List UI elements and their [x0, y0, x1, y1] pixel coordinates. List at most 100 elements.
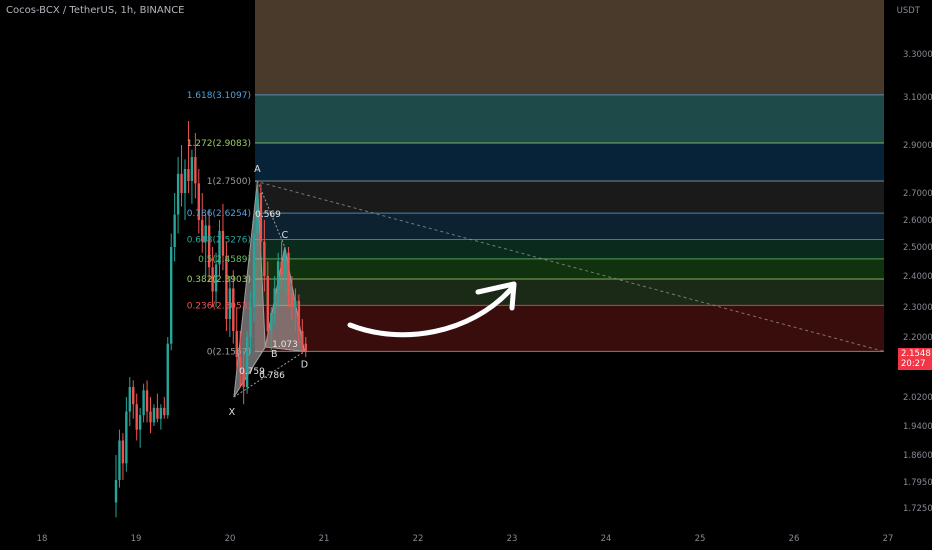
candle-body	[276, 261, 280, 289]
pattern-point-label: X	[229, 407, 236, 418]
candle-body	[163, 407, 166, 416]
candle-body	[294, 300, 297, 307]
fib-band	[255, 305, 884, 352]
countdown-timer: 20:27	[901, 359, 926, 369]
y-tick-label: 1.7250	[903, 504, 932, 514]
y-tick-label: 2.6000	[903, 216, 932, 226]
pattern-ratio-label: 0.786	[259, 371, 285, 381]
candle-body	[221, 230, 225, 256]
candle-body	[176, 173, 180, 215]
fib-level-label: 1.618(3.1097)	[187, 91, 251, 101]
y-tick-label: 2.7000	[903, 189, 932, 199]
candle-body	[190, 157, 194, 181]
candle-body	[297, 300, 301, 331]
candle-body	[170, 247, 173, 344]
y-tick-label: 1.9400	[903, 422, 932, 432]
candle-body	[239, 357, 242, 371]
symbol-title: Cocos-BCX / TetherUS, 1h, BINANCE	[6, 5, 185, 16]
candle-body	[256, 193, 259, 234]
candle-body	[166, 343, 169, 416]
fib-level-label: 1.272(2.9083)	[187, 139, 251, 149]
fib-level-label: 0.618(2.5276)	[187, 236, 251, 246]
y-tick-label: 2.5000	[903, 243, 932, 253]
candle-body	[128, 387, 131, 412]
candle-body	[194, 157, 197, 184]
currency-label: USDT	[896, 6, 920, 16]
candle-body	[173, 214, 176, 247]
candle-body	[114, 479, 118, 503]
pattern-point-label: B	[271, 349, 278, 360]
pattern-point-label: C	[282, 230, 289, 241]
candle-body	[259, 193, 263, 242]
y-tick-label: 3.3000	[903, 50, 932, 60]
fib-band	[255, 239, 884, 259]
candle-body	[283, 252, 287, 276]
pattern-ratio-label: 1.073	[272, 340, 298, 350]
pattern-ratio-line	[233, 351, 305, 398]
x-tick-label: 26	[789, 534, 800, 544]
fib-band	[255, 258, 884, 280]
candle-body	[138, 415, 142, 430]
fib-level-label: 0(2.1567)	[207, 347, 251, 357]
fib-band	[255, 279, 884, 306]
candle-body	[245, 337, 249, 387]
candle-body	[207, 225, 211, 268]
candle-body	[159, 407, 163, 419]
pattern-ratio-label: 0.569	[255, 210, 281, 220]
candle-body	[135, 404, 138, 430]
candle-body	[228, 288, 232, 319]
pattern-ratio-line	[265, 346, 305, 352]
y-tick-label: 1.8600	[903, 451, 932, 461]
candle-body	[142, 390, 145, 416]
candle-body	[235, 331, 238, 357]
candle-body	[118, 440, 121, 480]
fib-band	[255, 143, 884, 181]
candle-body	[121, 440, 125, 464]
candle-body	[125, 411, 128, 464]
last-price-badge: 2.1548 20:27	[898, 348, 932, 370]
y-tick-label: 2.3000	[903, 303, 932, 313]
candle-body	[242, 370, 245, 387]
y-tick-label: 1.7950	[903, 478, 932, 488]
candle-body	[249, 307, 252, 337]
candle-body	[287, 252, 290, 295]
candle-body	[232, 288, 235, 331]
candle-body	[218, 230, 221, 265]
fib-level-label: 1(2.7500)	[207, 177, 251, 187]
y-tick-label: 2.9000	[903, 141, 932, 151]
fib-band-top	[255, 0, 884, 95]
candle-body	[152, 407, 156, 423]
pattern-point-label: A	[254, 164, 261, 175]
fib-level-label: 0.786(2.6254)	[187, 209, 251, 219]
pattern-ratio-label: 0.759	[239, 367, 265, 377]
fib-level-label: 0.5(2.4589)	[198, 255, 251, 265]
x-tick-label: 20	[225, 534, 236, 544]
last-price-value: 2.1548	[901, 349, 931, 359]
fib-level-label: 0.236(2.3053)	[187, 301, 251, 311]
x-tick-label: 23	[507, 534, 518, 544]
candle-body	[252, 233, 256, 307]
x-tick-label: 25	[695, 534, 706, 544]
projection-arrow	[347, 285, 515, 338]
candle-body	[132, 387, 135, 405]
candle-body	[183, 169, 187, 193]
fib-band	[255, 181, 884, 214]
candle-body	[266, 276, 269, 331]
x-tick-label: 19	[131, 534, 142, 544]
candle-body	[204, 225, 207, 242]
x-tick-label: 18	[37, 534, 48, 544]
projection-arrowhead	[475, 281, 517, 311]
fib-level-label: 0.382(2.3903)	[187, 275, 251, 285]
candle-body	[156, 407, 159, 419]
pattern-ratio-line	[233, 346, 266, 398]
y-tick-label: 2.4000	[903, 272, 932, 282]
trend-line	[254, 180, 885, 352]
candle-body	[263, 241, 266, 276]
candle-body	[187, 169, 190, 181]
x-tick-label: 24	[601, 534, 612, 544]
candle-body	[290, 294, 294, 307]
fib-band	[255, 94, 884, 144]
y-tick-label: 2.2000	[903, 333, 932, 343]
